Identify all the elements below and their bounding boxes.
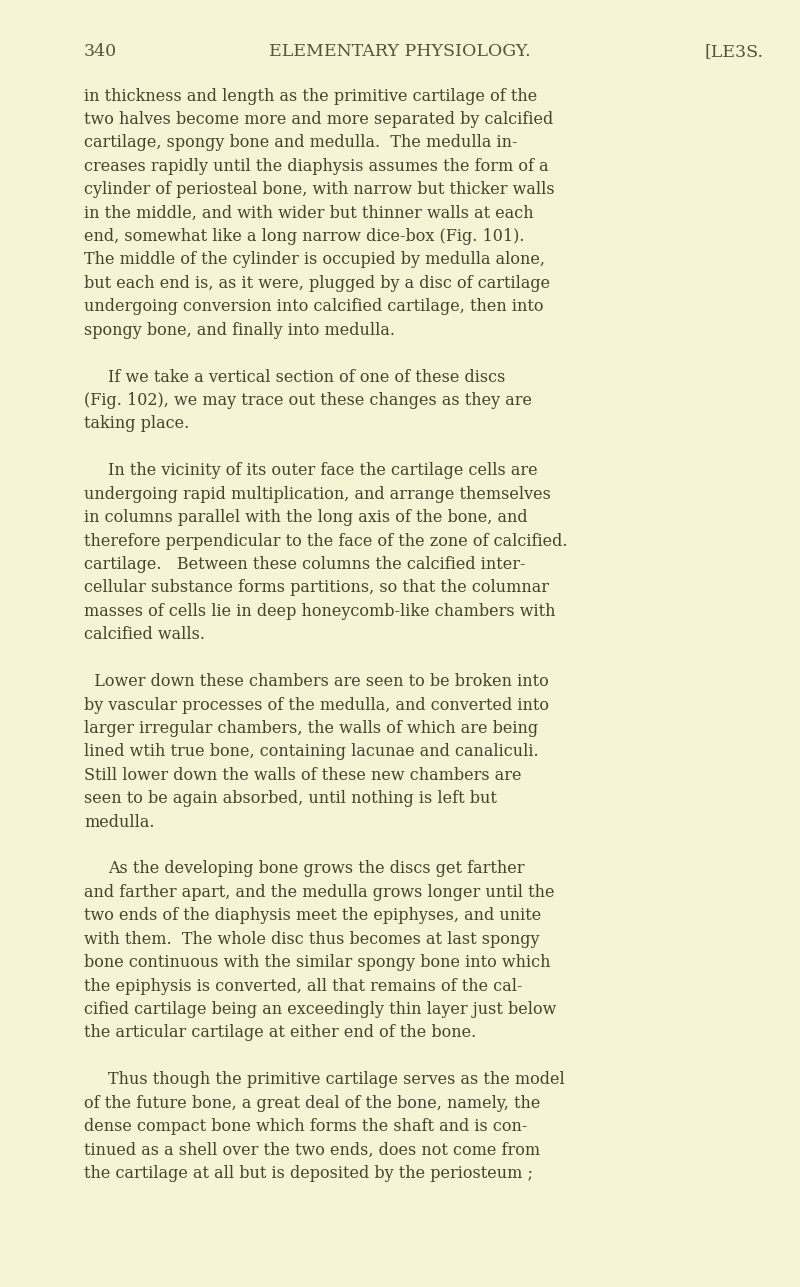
Text: Lower down these chambers are seen to be broken into: Lower down these chambers are seen to be… — [84, 673, 549, 690]
Text: by vascular processes of the medulla, and converted into: by vascular processes of the medulla, an… — [84, 696, 549, 713]
Text: creases rapidly until the diaphysis assumes the form of a: creases rapidly until the diaphysis assu… — [84, 158, 549, 175]
Text: in columns parallel with the long axis of the bone, and: in columns parallel with the long axis o… — [84, 510, 528, 526]
Text: and farther apart, and the medulla grows longer until the: and farther apart, and the medulla grows… — [84, 884, 554, 901]
Text: masses of cells lie in deep honeycomb-like chambers with: masses of cells lie in deep honeycomb-li… — [84, 602, 555, 620]
Text: ELEMENTARY PHYSIOLOGY.: ELEMENTARY PHYSIOLOGY. — [269, 42, 531, 59]
Text: undergoing conversion into calcified cartilage, then into: undergoing conversion into calcified car… — [84, 299, 543, 315]
Text: As the developing bone grows the discs get farther: As the developing bone grows the discs g… — [108, 861, 525, 878]
Text: two ends of the diaphysis meet the epiphyses, and unite: two ends of the diaphysis meet the epiph… — [84, 907, 542, 924]
Text: cartilage, spongy bone and medulla.  The medulla in-: cartilage, spongy bone and medulla. The … — [84, 134, 518, 152]
Text: therefore perpendicular to the face of the zone of calcified.: therefore perpendicular to the face of t… — [84, 533, 567, 550]
Text: cified cartilage being an exceedingly thin layer just below: cified cartilage being an exceedingly th… — [84, 1001, 556, 1018]
Text: in the middle, and with wider but thinner walls at each: in the middle, and with wider but thinne… — [84, 205, 534, 221]
Text: Thus though the primitive cartilage serves as the model: Thus though the primitive cartilage serv… — [108, 1071, 565, 1089]
Text: of the future bone, a great deal of the bone, namely, the: of the future bone, a great deal of the … — [84, 1095, 540, 1112]
Text: the cartilage at all but is deposited by the periosteum ;: the cartilage at all but is deposited by… — [84, 1165, 533, 1181]
Text: two halves become more and more separated by calcified: two halves become more and more separate… — [84, 111, 554, 127]
Text: undergoing rapid multiplication, and arrange themselves: undergoing rapid multiplication, and arr… — [84, 485, 551, 503]
Text: tinued as a shell over the two ends, does not come from: tinued as a shell over the two ends, doe… — [84, 1142, 540, 1158]
Text: lined wtih true bone, containing lacunae and canaliculi.: lined wtih true bone, containing lacunae… — [84, 744, 538, 761]
Text: medulla.: medulla. — [84, 813, 154, 830]
Text: The middle of the cylinder is occupied by medulla alone,: The middle of the cylinder is occupied b… — [84, 251, 545, 269]
Text: the articular cartilage at either end of the bone.: the articular cartilage at either end of… — [84, 1024, 476, 1041]
Text: [LE3S.: [LE3S. — [705, 42, 764, 59]
Text: 340: 340 — [84, 42, 117, 59]
Text: cylinder of periosteal bone, with narrow but thicker walls: cylinder of periosteal bone, with narrow… — [84, 181, 554, 198]
Text: in thickness and length as the primitive cartilage of the: in thickness and length as the primitive… — [84, 88, 538, 104]
Text: calcified walls.: calcified walls. — [84, 627, 205, 644]
Text: larger irregular chambers, the walls of which are being: larger irregular chambers, the walls of … — [84, 719, 538, 737]
Text: but each end is, as it were, plugged by a disc of cartilage: but each end is, as it were, plugged by … — [84, 275, 550, 292]
Text: taking place.: taking place. — [84, 416, 190, 432]
Text: the epiphysis is converted, all that remains of the cal-: the epiphysis is converted, all that rem… — [84, 978, 522, 995]
Text: with them.  The whole disc thus becomes at last spongy: with them. The whole disc thus becomes a… — [84, 931, 539, 947]
Text: seen to be again absorbed, until nothing is left but: seen to be again absorbed, until nothing… — [84, 790, 497, 807]
Text: (Fig. 102), we may trace out these changes as they are: (Fig. 102), we may trace out these chang… — [84, 393, 532, 409]
Text: dense compact bone which forms the shaft and is con-: dense compact bone which forms the shaft… — [84, 1118, 527, 1135]
Text: spongy bone, and finally into medulla.: spongy bone, and finally into medulla. — [84, 322, 395, 338]
Text: end, somewhat like a long narrow dice-box (Fig. 101).: end, somewhat like a long narrow dice-bo… — [84, 228, 525, 245]
Text: cartilage.   Between these columns the calcified inter-: cartilage. Between these columns the cal… — [84, 556, 526, 573]
Text: cellular substance forms partitions, so that the columnar: cellular substance forms partitions, so … — [84, 579, 549, 596]
Text: Still lower down the walls of these new chambers are: Still lower down the walls of these new … — [84, 767, 522, 784]
Text: bone continuous with the similar spongy bone into which: bone continuous with the similar spongy … — [84, 954, 550, 972]
Text: If we take a vertical section of one of these discs: If we take a vertical section of one of … — [108, 368, 506, 386]
Text: In the vicinity of its outer face the cartilage cells are: In the vicinity of its outer face the ca… — [108, 462, 538, 479]
